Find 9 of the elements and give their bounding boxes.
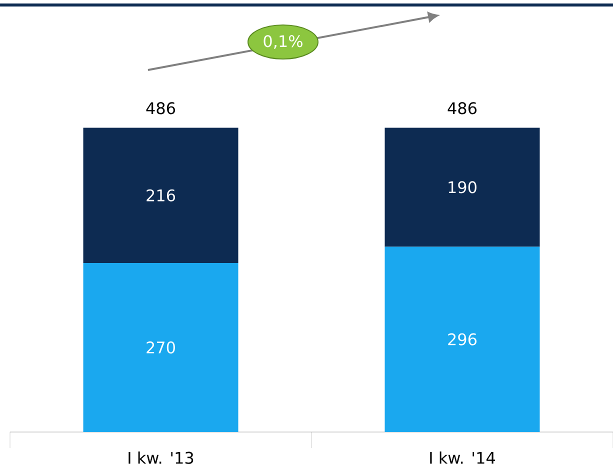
x-tick-label: I kw. '14	[430, 452, 495, 464]
data-label: 296	[448, 333, 477, 346]
x-tick-label: I kw. '13	[128, 452, 194, 464]
text: 0,1%	[264, 35, 302, 49]
total-label: 486	[146, 102, 176, 114]
data-label: 216	[146, 189, 176, 202]
data-label: 190	[448, 181, 476, 194]
total-label: 486	[448, 102, 477, 114]
data-label: 270	[146, 341, 175, 354]
